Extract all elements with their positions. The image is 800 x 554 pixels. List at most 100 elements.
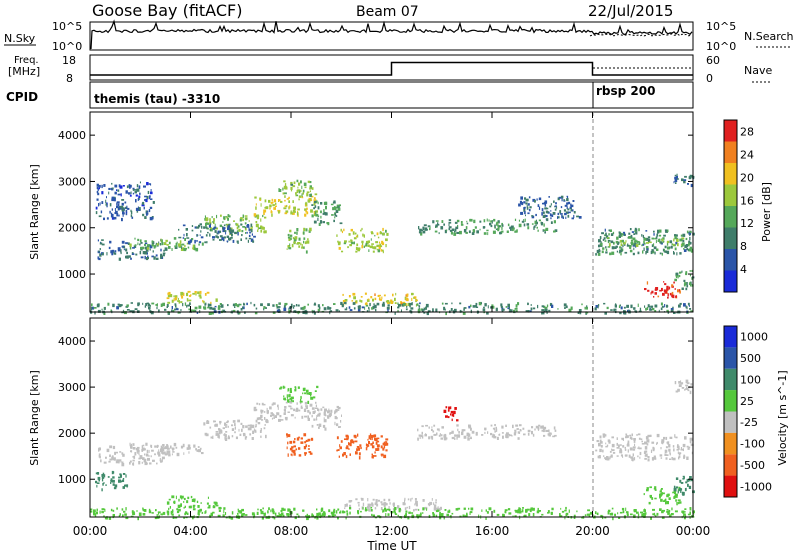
velocity-echo-cell	[665, 436, 668, 440]
velocity-echo-cell	[324, 408, 327, 412]
velocity-echo-cell	[183, 497, 186, 501]
power-echo-cell	[187, 291, 189, 293]
velocity-echo-cell	[505, 435, 509, 439]
power-echo-cell	[242, 218, 244, 222]
velocity-echo-cell	[300, 399, 302, 402]
power-echo-cell	[628, 232, 631, 235]
velocity-echo-cell	[271, 403, 274, 406]
power-echo-cell	[317, 201, 319, 205]
velocity-echo-cell	[637, 516, 640, 519]
velocity-echo-cell	[176, 452, 180, 457]
power-echo-cell	[264, 216, 267, 219]
velocity-echo-cell	[276, 515, 280, 517]
power-echo-cell	[114, 196, 116, 199]
velocity-echo-cell	[421, 431, 423, 435]
velocity-echo-cell	[678, 488, 682, 491]
velocity-echo-cell	[464, 515, 467, 517]
power-echo-cell	[137, 242, 139, 246]
velocity-echo-cell	[171, 513, 174, 516]
power-echo-cell	[183, 233, 185, 237]
power-echo-cell	[675, 241, 678, 245]
power-echo-cell	[663, 248, 665, 252]
velocity-echo-cell	[450, 413, 452, 416]
velocity-echo-cell	[259, 417, 262, 420]
power-echo-cell	[117, 193, 121, 196]
power-echo-cell	[275, 304, 278, 307]
power-echo-cell	[546, 218, 549, 222]
power-echo-cell	[288, 196, 290, 199]
power-echo-cell	[143, 185, 146, 188]
power-echo-cell	[614, 303, 617, 306]
noise-right-label: N.Search	[744, 30, 794, 43]
velocity-echo-cell	[288, 508, 291, 511]
power-echo-cell	[243, 303, 246, 306]
velocity-echo-cell	[688, 446, 691, 449]
power-ytick-label: 2000	[58, 222, 86, 235]
velocity-echo-cell	[199, 447, 202, 450]
velocity-echo-region-12	[595, 433, 694, 462]
power-echo-cell	[221, 236, 224, 241]
velocity-echo-cell	[665, 498, 667, 502]
power-echo-cell	[204, 303, 206, 306]
power-echo-cell	[222, 228, 225, 233]
power-echo-cell	[356, 243, 359, 246]
velocity-echo-cell	[514, 431, 517, 434]
velocity-echo-cell	[131, 450, 133, 453]
velocity-echo-cell	[455, 508, 459, 511]
velocity-echo-cell	[659, 495, 661, 499]
power-echo-cell	[314, 211, 317, 215]
power-echo-cell	[486, 229, 489, 232]
power-echo-cell	[422, 226, 425, 230]
velocity-echo-cell	[656, 433, 660, 438]
velocity-echo-cell	[493, 436, 497, 439]
power-echo-cell	[246, 231, 248, 234]
velocity-echo-cell	[668, 497, 671, 500]
velocity-echo-cell	[668, 448, 671, 452]
power-echo-cell	[329, 308, 331, 310]
power-echo-cell	[146, 210, 149, 213]
velocity-echo-cell	[652, 513, 656, 516]
velocity-echo-cell	[205, 510, 207, 514]
velocity-echo-cell	[688, 485, 692, 489]
power-echo-cell	[657, 230, 660, 234]
velocity-echo-cell	[116, 507, 118, 510]
power-echo-cell	[98, 184, 101, 188]
velocity-echo-cell	[113, 457, 116, 461]
velocity-colorbar-swatch	[724, 432, 737, 455]
power-echo-cell	[394, 302, 397, 304]
power-echo-cell	[645, 246, 649, 249]
velocity-echo-cell	[656, 442, 658, 445]
power-echo-cell	[129, 194, 132, 197]
power-echo-cell	[286, 198, 289, 200]
velocity-echo-cell	[523, 433, 526, 436]
power-echo-cell	[689, 231, 692, 233]
velocity-echo-cell	[419, 436, 421, 439]
power-echo-cell	[160, 255, 163, 259]
power-echo-cell	[206, 222, 209, 225]
power-echo-cell	[653, 246, 657, 250]
velocity-echo-cell	[190, 495, 193, 499]
power-echo-cell	[674, 174, 677, 177]
velocity-echo-cell	[602, 433, 606, 436]
velocity-echo-cell	[661, 439, 665, 443]
velocity-echo-cell	[136, 510, 138, 512]
velocity-echo-cell	[215, 433, 219, 436]
power-echo-cell	[288, 206, 290, 210]
power-echo-cell	[540, 222, 543, 226]
velocity-echo-cell	[515, 509, 518, 513]
power-echo-region-18	[341, 292, 418, 307]
power-echo-cell	[382, 250, 384, 254]
power-echo-cell	[629, 228, 632, 231]
velocity-echo-cell	[527, 432, 530, 436]
velocity-echo-cell	[337, 508, 340, 511]
velocity-colorbar-swatch	[724, 368, 737, 391]
velocity-echo-cell	[644, 457, 647, 460]
power-echo-cell	[360, 229, 362, 232]
power-echo-cell	[97, 309, 101, 313]
power-echo-cell	[448, 221, 452, 224]
power-echo-cell	[248, 227, 250, 232]
velocity-echo-cell	[122, 514, 124, 518]
power-echo-cell	[567, 211, 571, 214]
velocity-echo-cell	[323, 411, 326, 414]
power-echo-cell	[689, 248, 691, 252]
